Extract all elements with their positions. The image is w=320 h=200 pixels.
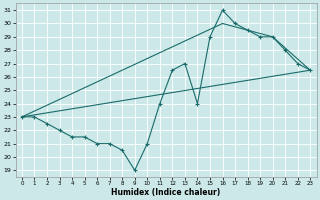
X-axis label: Humidex (Indice chaleur): Humidex (Indice chaleur) [111,188,221,197]
